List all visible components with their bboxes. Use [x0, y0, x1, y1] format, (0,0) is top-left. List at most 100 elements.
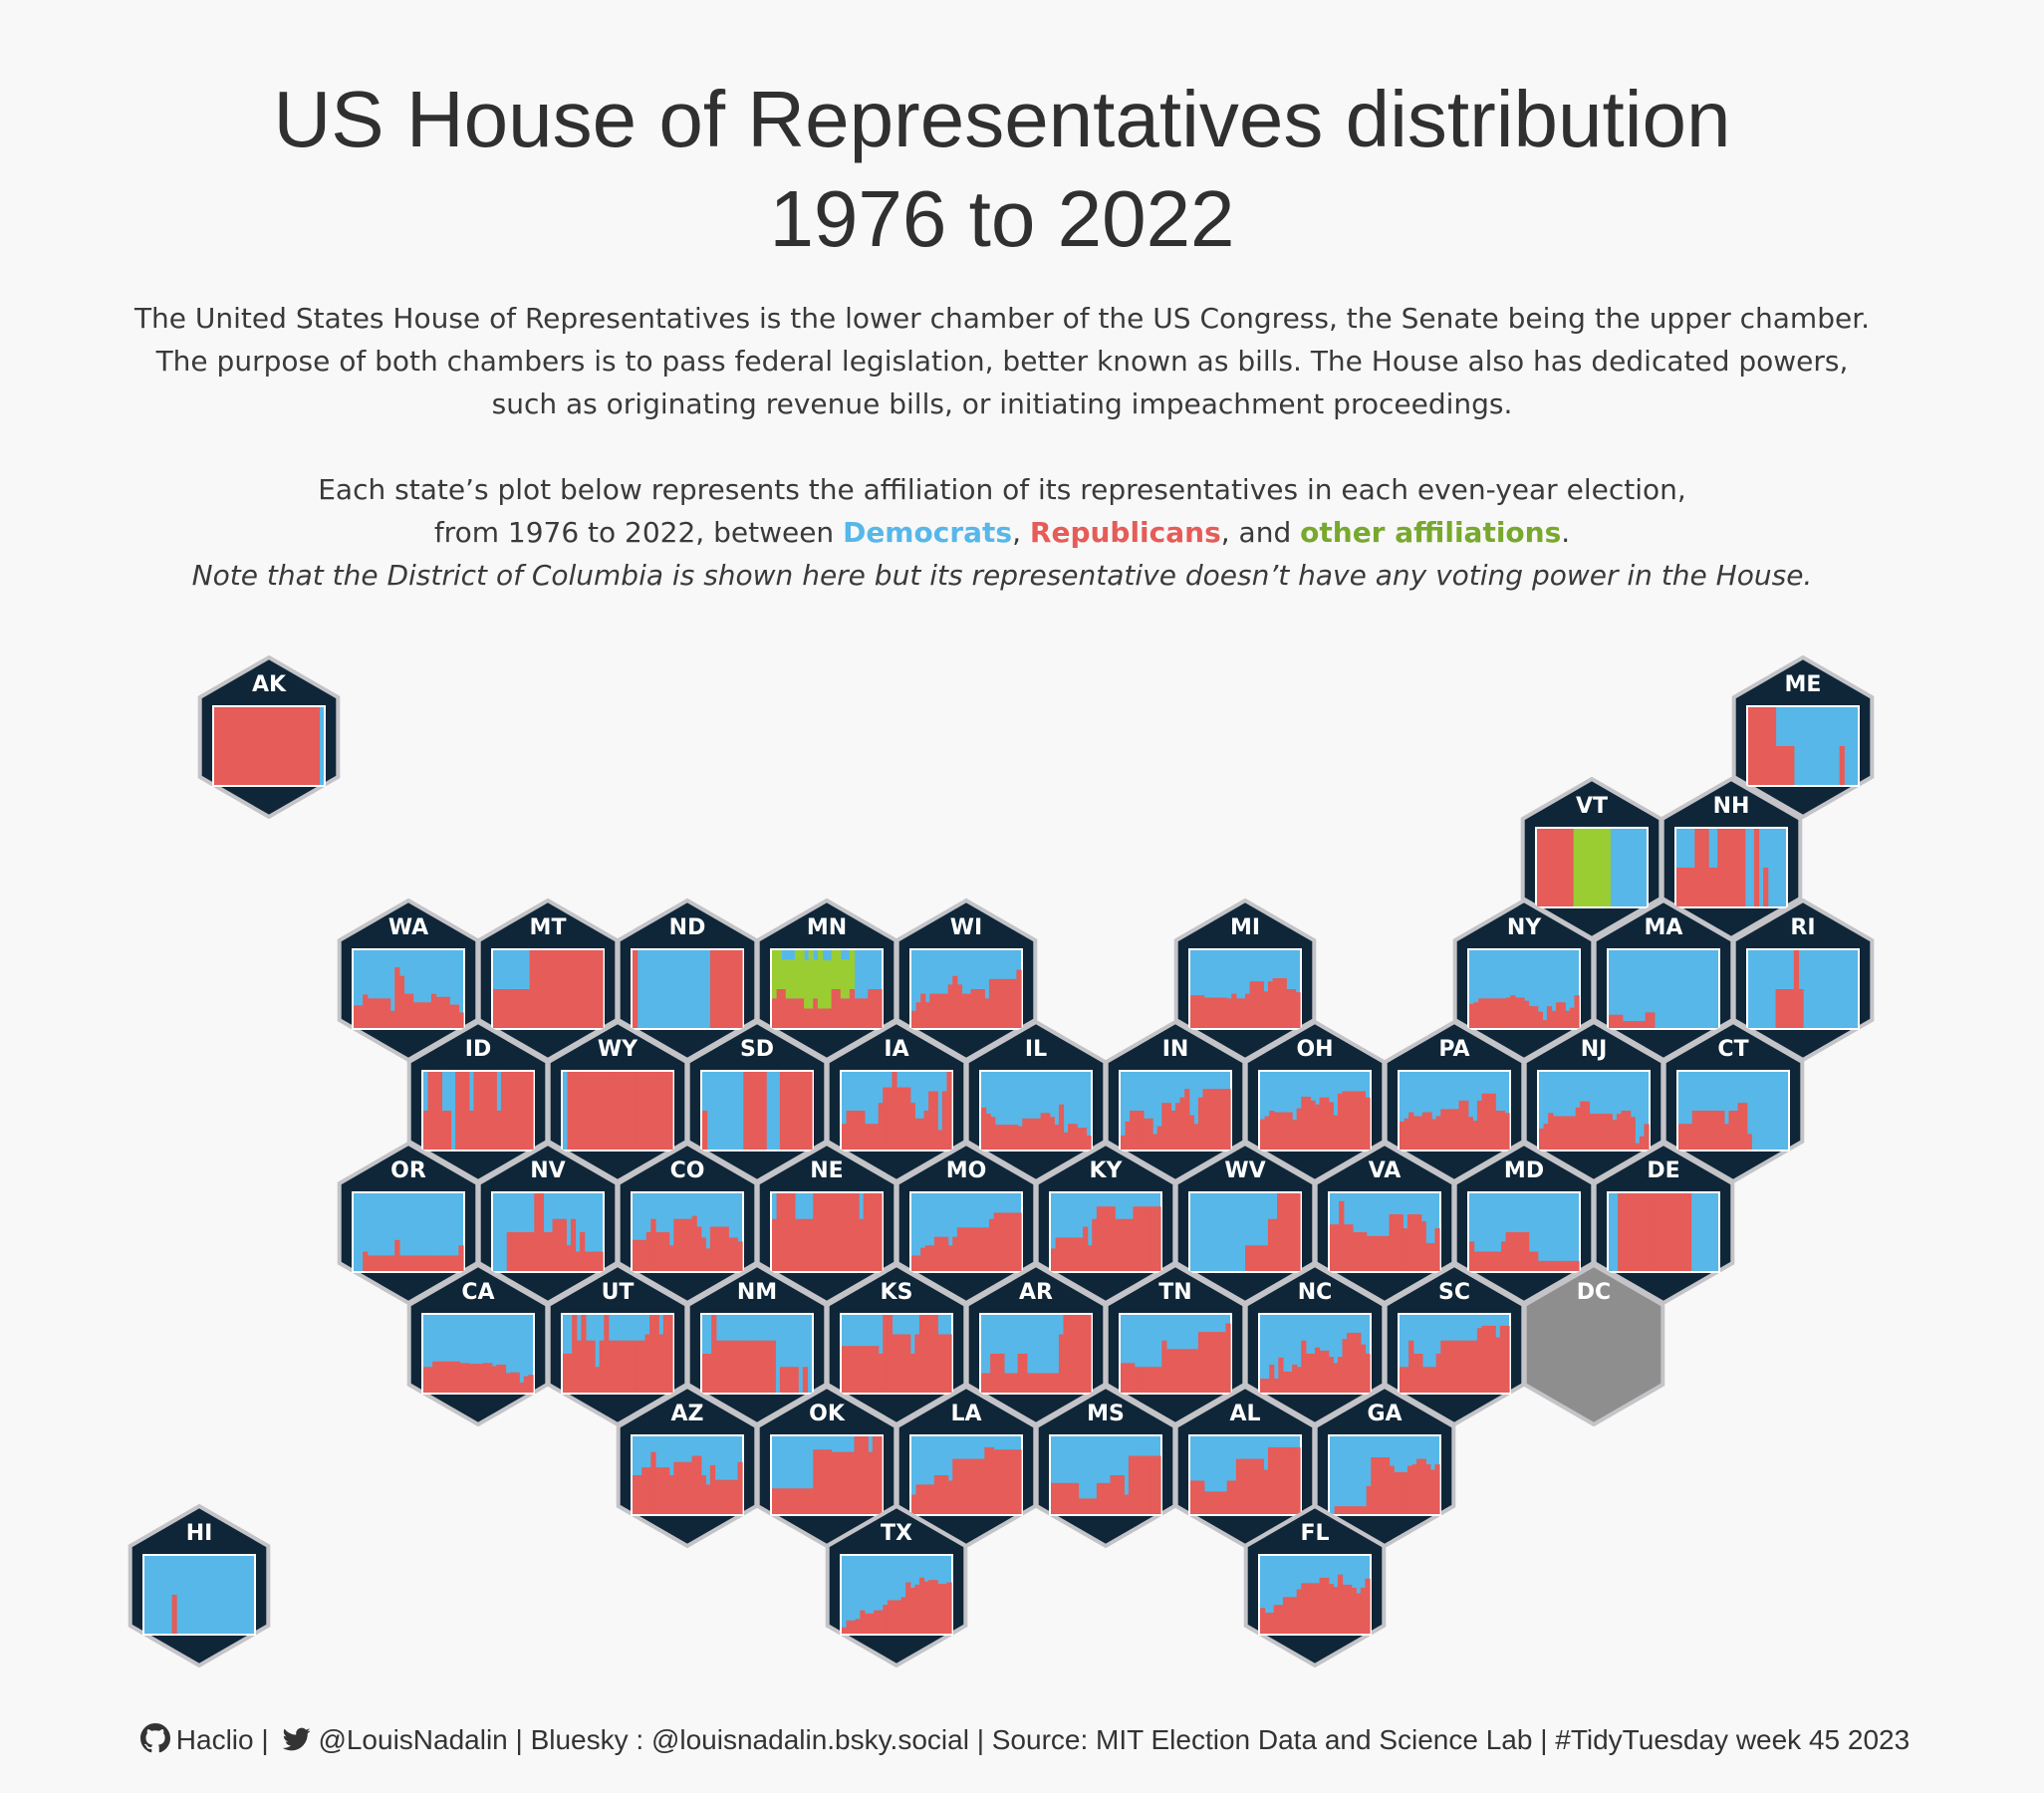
republican-bar — [1469, 1241, 1475, 1271]
republican-bar — [658, 1072, 664, 1150]
republican-bar — [1282, 1597, 1289, 1634]
republican-bar — [1708, 868, 1714, 906]
republican-bar — [1179, 1349, 1185, 1393]
republican-bar — [604, 1072, 610, 1150]
republican-bar — [770, 1340, 776, 1393]
republican-bar — [1272, 1446, 1278, 1514]
republican-bar — [1092, 1498, 1098, 1514]
republican-bar — [506, 1232, 512, 1271]
republican-bar — [534, 950, 540, 1028]
republican-bar — [1546, 1006, 1553, 1028]
republican-bar — [728, 950, 734, 1028]
republican-bar — [909, 1587, 915, 1634]
republican-bar — [514, 1372, 520, 1393]
republican-bar — [776, 1193, 782, 1271]
republican-bar — [650, 1451, 656, 1514]
republican-bar — [1139, 1111, 1145, 1150]
republican-bar — [576, 1072, 582, 1150]
republican-bar — [952, 1458, 958, 1514]
other-bar — [1605, 829, 1611, 906]
republican-bar — [1347, 1332, 1353, 1393]
republican-bar — [566, 1245, 572, 1271]
republican-bar — [510, 1072, 516, 1150]
republican-bar — [372, 1255, 378, 1271]
republican-bar — [1356, 1091, 1362, 1150]
republican-bar — [943, 993, 949, 1028]
republican-bar — [538, 1193, 545, 1271]
republican-bar — [937, 1584, 943, 1634]
republican-bar — [1254, 981, 1260, 1028]
republican-bar — [1635, 1143, 1641, 1150]
republican-bar — [376, 1255, 383, 1271]
other-bar — [822, 960, 828, 1009]
republican-bar — [937, 1334, 943, 1393]
republican-bar — [223, 707, 229, 785]
state-tile-mi: MI — [1173, 897, 1317, 1063]
republican-bar — [1641, 1193, 1647, 1271]
republican-bar — [445, 1111, 452, 1150]
republican-bar — [1273, 1605, 1279, 1634]
republican-bar — [1431, 1119, 1437, 1150]
republican-bar — [1081, 1128, 1088, 1150]
state-tile-ms: MS — [1034, 1384, 1177, 1549]
republican-bar — [1069, 1237, 1075, 1271]
republican-bar — [738, 1340, 744, 1393]
republican-bar — [440, 1255, 446, 1271]
republican-bar — [1691, 1111, 1697, 1150]
republican-bar — [1260, 1378, 1266, 1393]
republican-bar — [1416, 1458, 1422, 1514]
republican-bar — [887, 1600, 894, 1634]
republican-bar — [804, 1008, 810, 1028]
republican-bar — [687, 1218, 693, 1271]
republican-bar — [1676, 1193, 1682, 1271]
state-label: NE — [810, 1158, 843, 1183]
republican-bar — [1101, 1206, 1107, 1271]
republican-bar — [557, 1218, 563, 1271]
subtitle-note: Note that the District of Columbia is sh… — [191, 559, 1813, 592]
state-tile-fl: FL — [1243, 1503, 1387, 1668]
republican-bar — [1150, 1206, 1157, 1271]
republican-bar — [1207, 1332, 1213, 1393]
republican-bar — [1226, 998, 1232, 1028]
republican-bar — [548, 950, 554, 1028]
republican-bar — [1263, 991, 1269, 1028]
republican-bar — [575, 1251, 581, 1271]
republican-bar — [1347, 1091, 1353, 1150]
republican-bar — [846, 1111, 852, 1150]
republican-bar — [1560, 1002, 1566, 1028]
republican-bar — [637, 1475, 642, 1514]
state-label: WY — [598, 1037, 639, 1062]
state-tile-ar: AR — [964, 1262, 1108, 1427]
republican-bar — [779, 1367, 786, 1393]
other-bar — [831, 950, 837, 989]
republican-bar — [868, 1451, 874, 1514]
republican-bar — [924, 1002, 930, 1028]
republican-bar — [1301, 1096, 1307, 1150]
republican-bar — [1016, 1212, 1022, 1271]
republican-bar — [572, 1072, 578, 1150]
republican-bar — [932, 1315, 938, 1393]
republican-bar — [1068, 1315, 1074, 1393]
republican-bar — [436, 1361, 442, 1393]
state-label: MS — [1087, 1402, 1125, 1426]
republican-bar — [1277, 978, 1283, 1028]
republican-bar — [604, 1315, 610, 1393]
republican-bar — [872, 1193, 879, 1271]
state-label: NY — [1507, 915, 1542, 940]
republican-bar — [1138, 1455, 1144, 1514]
republican-bar — [1458, 1100, 1464, 1150]
republican-bar — [1440, 1340, 1446, 1393]
republican-bar — [874, 1610, 880, 1634]
state-tile-ne: NE — [755, 1141, 898, 1306]
republican-bar — [1770, 707, 1777, 785]
republican-bar — [1469, 1003, 1475, 1028]
state-label: KS — [881, 1280, 913, 1305]
republican-bar — [1119, 1475, 1125, 1514]
republican-bar — [1501, 1241, 1507, 1271]
state-tile-hi: HI — [128, 1503, 271, 1668]
republican-bar — [851, 1346, 857, 1393]
republican-bar — [854, 1193, 860, 1271]
republican-bar — [1685, 868, 1691, 906]
republican-bar — [1371, 1457, 1377, 1514]
republican-bar — [1356, 1593, 1362, 1634]
